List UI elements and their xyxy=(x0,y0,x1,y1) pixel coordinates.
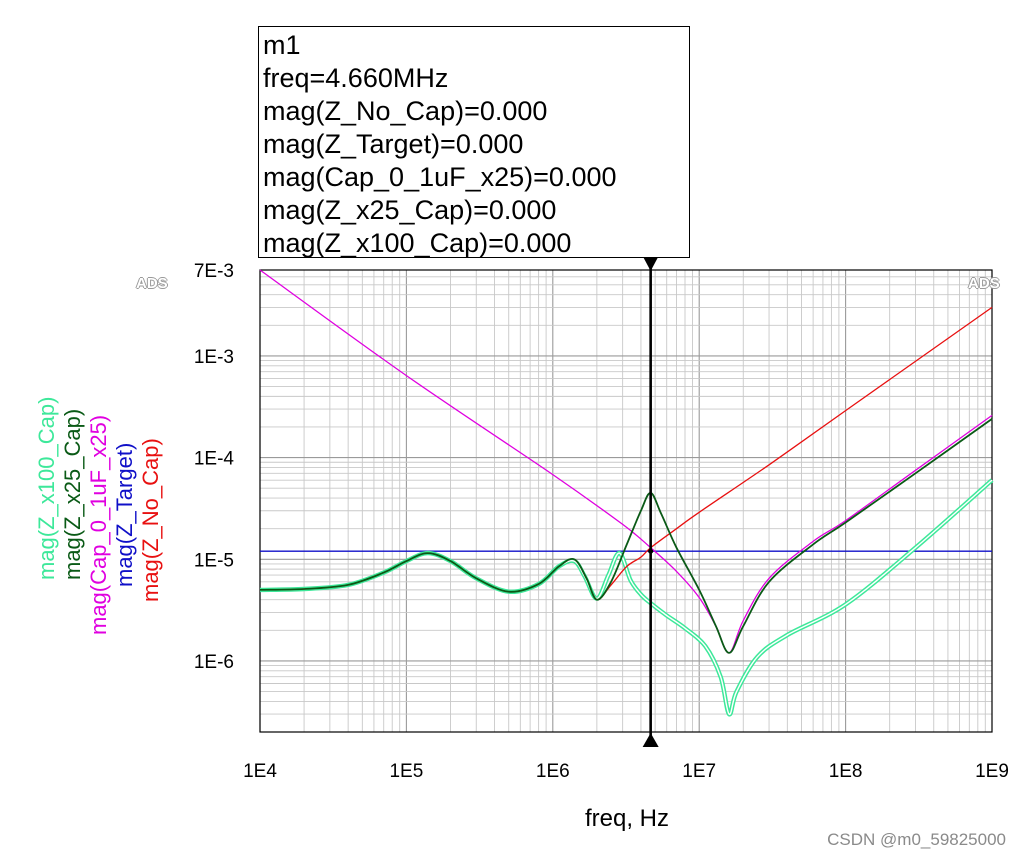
legend-mag-z-target: mag(Z_Target) xyxy=(112,443,137,587)
series-mag-z-x100-cap-core xyxy=(259,479,993,715)
series-mag-z-x25-cap xyxy=(259,418,993,654)
x-tick-label: 1E5 xyxy=(389,761,423,782)
legend-mag-z-no-cap: mag(Z_No_Cap) xyxy=(138,438,163,602)
marker-line-freq: freq=4.660MHz xyxy=(263,63,449,93)
y-tick-label: 1E-5 xyxy=(194,550,234,571)
marker-line-z-x100-cap: mag(Z_x100_Cap)=0.000 xyxy=(263,228,572,258)
ads-tag-left: ADS xyxy=(136,275,168,292)
x-tick-label: 1E6 xyxy=(536,761,570,782)
legend-mag-cap-0-1uf-x25: mag(Cap_0_1uF_x25) xyxy=(86,415,111,635)
legend-mag-z-x100-cap: mag(Z_x100_Cap) xyxy=(34,397,59,580)
watermark: CSDN @m0_59825000 xyxy=(827,830,1006,849)
x-tick-label: 1E8 xyxy=(829,761,863,782)
marker-bottom-triangle xyxy=(642,733,659,747)
x-axis-label: freq, Hz xyxy=(585,805,669,832)
series-layer xyxy=(259,269,994,717)
legend-mag-z-x25-cap: mag(Z_x25_Cap) xyxy=(60,409,85,580)
y-tick-labels: 7E-3 1E-3 1E-4 1E-5 1E-6 xyxy=(194,261,235,673)
y-tick-label: 7E-3 xyxy=(194,261,234,282)
y-tick-label: 1E-4 xyxy=(194,449,235,470)
y-tick-label: 1E-6 xyxy=(194,652,234,673)
plot-frame xyxy=(259,269,993,733)
marker-line-z-no-cap: mag(Z_No_Cap)=0.000 xyxy=(263,96,548,126)
series-mag-z-x100-cap-outline xyxy=(259,478,994,717)
x-tick-label: 1E4 xyxy=(243,761,277,782)
legend: mag(Z_x100_Cap) mag(Z_x25_Cap) mag(Cap_0_1… xyxy=(34,397,163,635)
marker-cursor[interactable]: m1 xyxy=(627,222,665,747)
x-tick-label: 1E7 xyxy=(682,761,716,782)
ads-tag-right: ADS xyxy=(968,275,1000,292)
marker-line-z-target: mag(Z_Target)=0.000 xyxy=(263,129,524,159)
series-mag-z-no-cap xyxy=(259,306,993,601)
marker-point xyxy=(648,548,654,554)
marker-line-name: m1 xyxy=(263,30,301,60)
marker-readout-box[interactable]: m1 freq=4.660MHz mag(Z_No_Cap)=0.000 mag… xyxy=(258,26,690,258)
marker-line-cap-0-1uf-x25: mag(Cap_0_1uF_x25)=0.000 xyxy=(263,162,617,192)
grid xyxy=(259,269,992,733)
x-tick-label: 1E9 xyxy=(975,761,1009,782)
series-mag-cap-0-1uf-x25 xyxy=(259,269,993,654)
x-tick-labels: 1E4 1E5 1E6 1E7 1E8 1E9 xyxy=(243,761,1009,782)
marker-line-z-x25-cap: mag(Z_x25_Cap)=0.000 xyxy=(263,195,557,225)
marker-top-triangle xyxy=(642,256,659,271)
y-tick-label: 1E-3 xyxy=(194,347,234,368)
